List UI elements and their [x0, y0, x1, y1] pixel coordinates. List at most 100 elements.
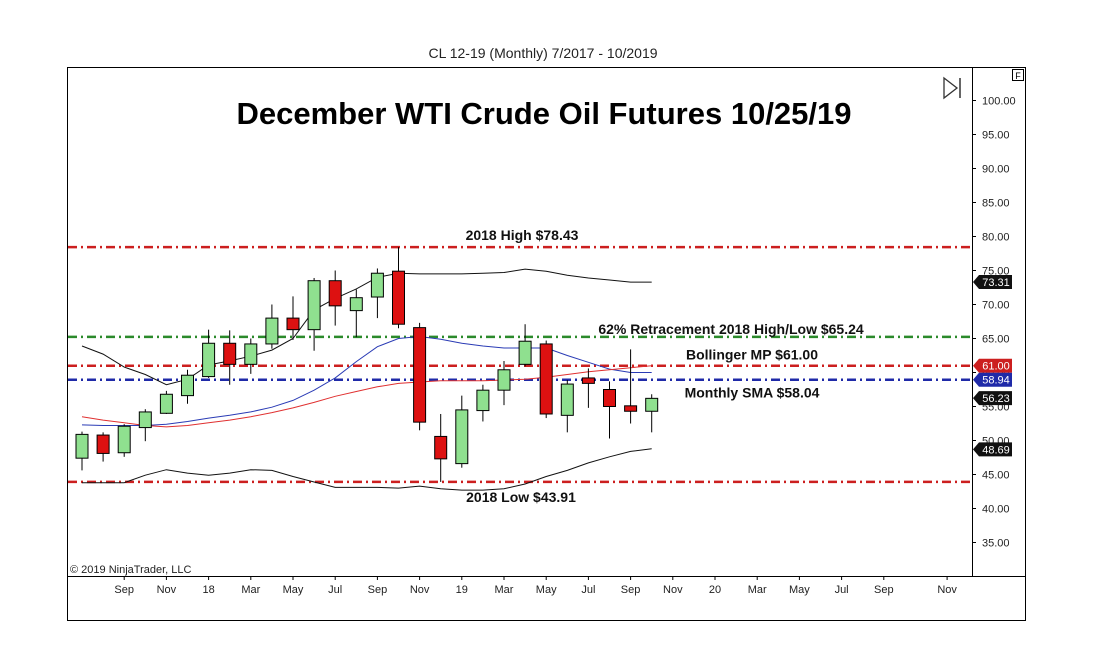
candle [624, 349, 638, 424]
candle-body [370, 272, 384, 298]
outer-frame [67, 67, 1026, 621]
x-tick-label: Sep [114, 584, 134, 596]
y-tick-label: 80.00 [982, 232, 1010, 244]
x-tick-label: 18 [202, 584, 214, 596]
sma-line [81, 365, 652, 428]
price-badge-label: 48.69 [982, 444, 1010, 456]
candle [223, 330, 237, 385]
y-tick-label: 35.00 [982, 538, 1010, 550]
candle-body [392, 270, 405, 325]
candle-body [159, 393, 173, 414]
level-label: 2018 High $78.43 [466, 227, 579, 243]
bollinger-upper-line [81, 268, 652, 386]
y-tick-label: 65.00 [982, 334, 1010, 346]
bollinger-lower-line [82, 448, 652, 491]
price-badge-shape [973, 274, 1012, 289]
y-tick-label: 90.00 [982, 164, 1010, 176]
corner-box-label: F [1015, 71, 1021, 81]
chart-title: December WTI Crude Oil Futures 10/25/19 [236, 96, 851, 131]
candle-body [518, 340, 532, 365]
x-tick-label: Sep [621, 584, 641, 596]
price-badge: 56.23 [973, 391, 1012, 406]
y-tick-label: 45.00 [982, 470, 1010, 482]
candle [244, 338, 258, 374]
level-label: 62% Retracement 2018 High/Low $65.24 [598, 321, 864, 337]
candle [75, 431, 89, 471]
candle-body [117, 425, 131, 454]
x-tick-label: Nov [410, 584, 430, 596]
candle [202, 329, 216, 378]
level-label: Bollinger MP $61.00 [686, 347, 818, 363]
candle [370, 268, 384, 319]
x-tick-label: Mar [495, 584, 514, 596]
candle-body [476, 389, 490, 412]
candle [96, 432, 110, 462]
candle [476, 384, 490, 422]
candle [159, 390, 173, 414]
price-badge-shape [973, 372, 1012, 387]
candle [307, 277, 321, 351]
candle [138, 409, 152, 442]
candle-body [581, 377, 595, 384]
x-tick-label: Mar [748, 584, 767, 596]
bollinger-mid-line [81, 335, 652, 426]
candle-body [624, 405, 638, 412]
plot-frame [67, 67, 973, 577]
candle-body [560, 383, 574, 416]
level-label: 2018 Low $43.91 [466, 489, 576, 505]
x-tick-label: Jul [581, 584, 595, 596]
candle [286, 296, 300, 340]
price-badge-shape [973, 358, 1012, 373]
bands-layer [81, 268, 652, 491]
candle-body [307, 280, 321, 331]
price-badge-label: 56.23 [982, 393, 1010, 405]
candle [581, 368, 595, 408]
y-tick-label: 85.00 [982, 198, 1010, 210]
y-tick-label: 100.00 [982, 96, 1016, 108]
candle-body [202, 342, 216, 378]
candle-body [244, 343, 258, 365]
candle [328, 270, 342, 326]
candle [539, 340, 553, 419]
candle [497, 360, 511, 406]
x-tick-label: 20 [709, 584, 721, 596]
candle-body [181, 374, 194, 397]
candle-body [286, 317, 300, 331]
level-label: Monthly SMA $58.04 [685, 385, 820, 401]
price-badge-label: 58.94 [982, 375, 1010, 387]
x-tick-label: May [536, 584, 557, 596]
x-tick-label: Jul [835, 584, 849, 596]
price-badge: 48.69 [973, 442, 1012, 457]
x-axis: Sep Nov 18 Mar May Jul Sep Nov 19 Mar May Jul Sep Nov… [114, 576, 957, 596]
y-tick-label: 40.00 [982, 504, 1010, 516]
candle [434, 413, 448, 482]
price-badge-shape [973, 391, 1012, 406]
price-badge-label: 61.00 [982, 361, 1010, 373]
candle [645, 394, 659, 433]
candle [349, 289, 363, 338]
candle-body [455, 409, 469, 465]
x-tick-label: 19 [456, 584, 468, 596]
x-tick-label: Nov [937, 584, 957, 596]
x-tick-label: May [283, 584, 304, 596]
skip-forward-icon[interactable] [943, 76, 961, 100]
candle-body [497, 369, 511, 391]
x-tick-label: Sep [368, 584, 388, 596]
candle-body [138, 411, 152, 429]
price-badge: 58.94 [973, 372, 1012, 387]
x-tick-label: Mar [241, 584, 260, 596]
x-tick-label: Nov [663, 584, 683, 596]
corner-box[interactable]: F [1012, 69, 1024, 82]
candle [413, 322, 427, 431]
candle-body [434, 435, 448, 460]
x-tick-label: May [789, 584, 810, 596]
candle [392, 247, 405, 329]
candle-body [645, 397, 659, 412]
y-tick-label: 70.00 [982, 300, 1010, 312]
candle [455, 395, 469, 468]
price-badge-shape [973, 442, 1012, 457]
candle-body [539, 343, 553, 415]
candle [117, 424, 131, 457]
price-badge: 73.31 [973, 274, 1012, 289]
